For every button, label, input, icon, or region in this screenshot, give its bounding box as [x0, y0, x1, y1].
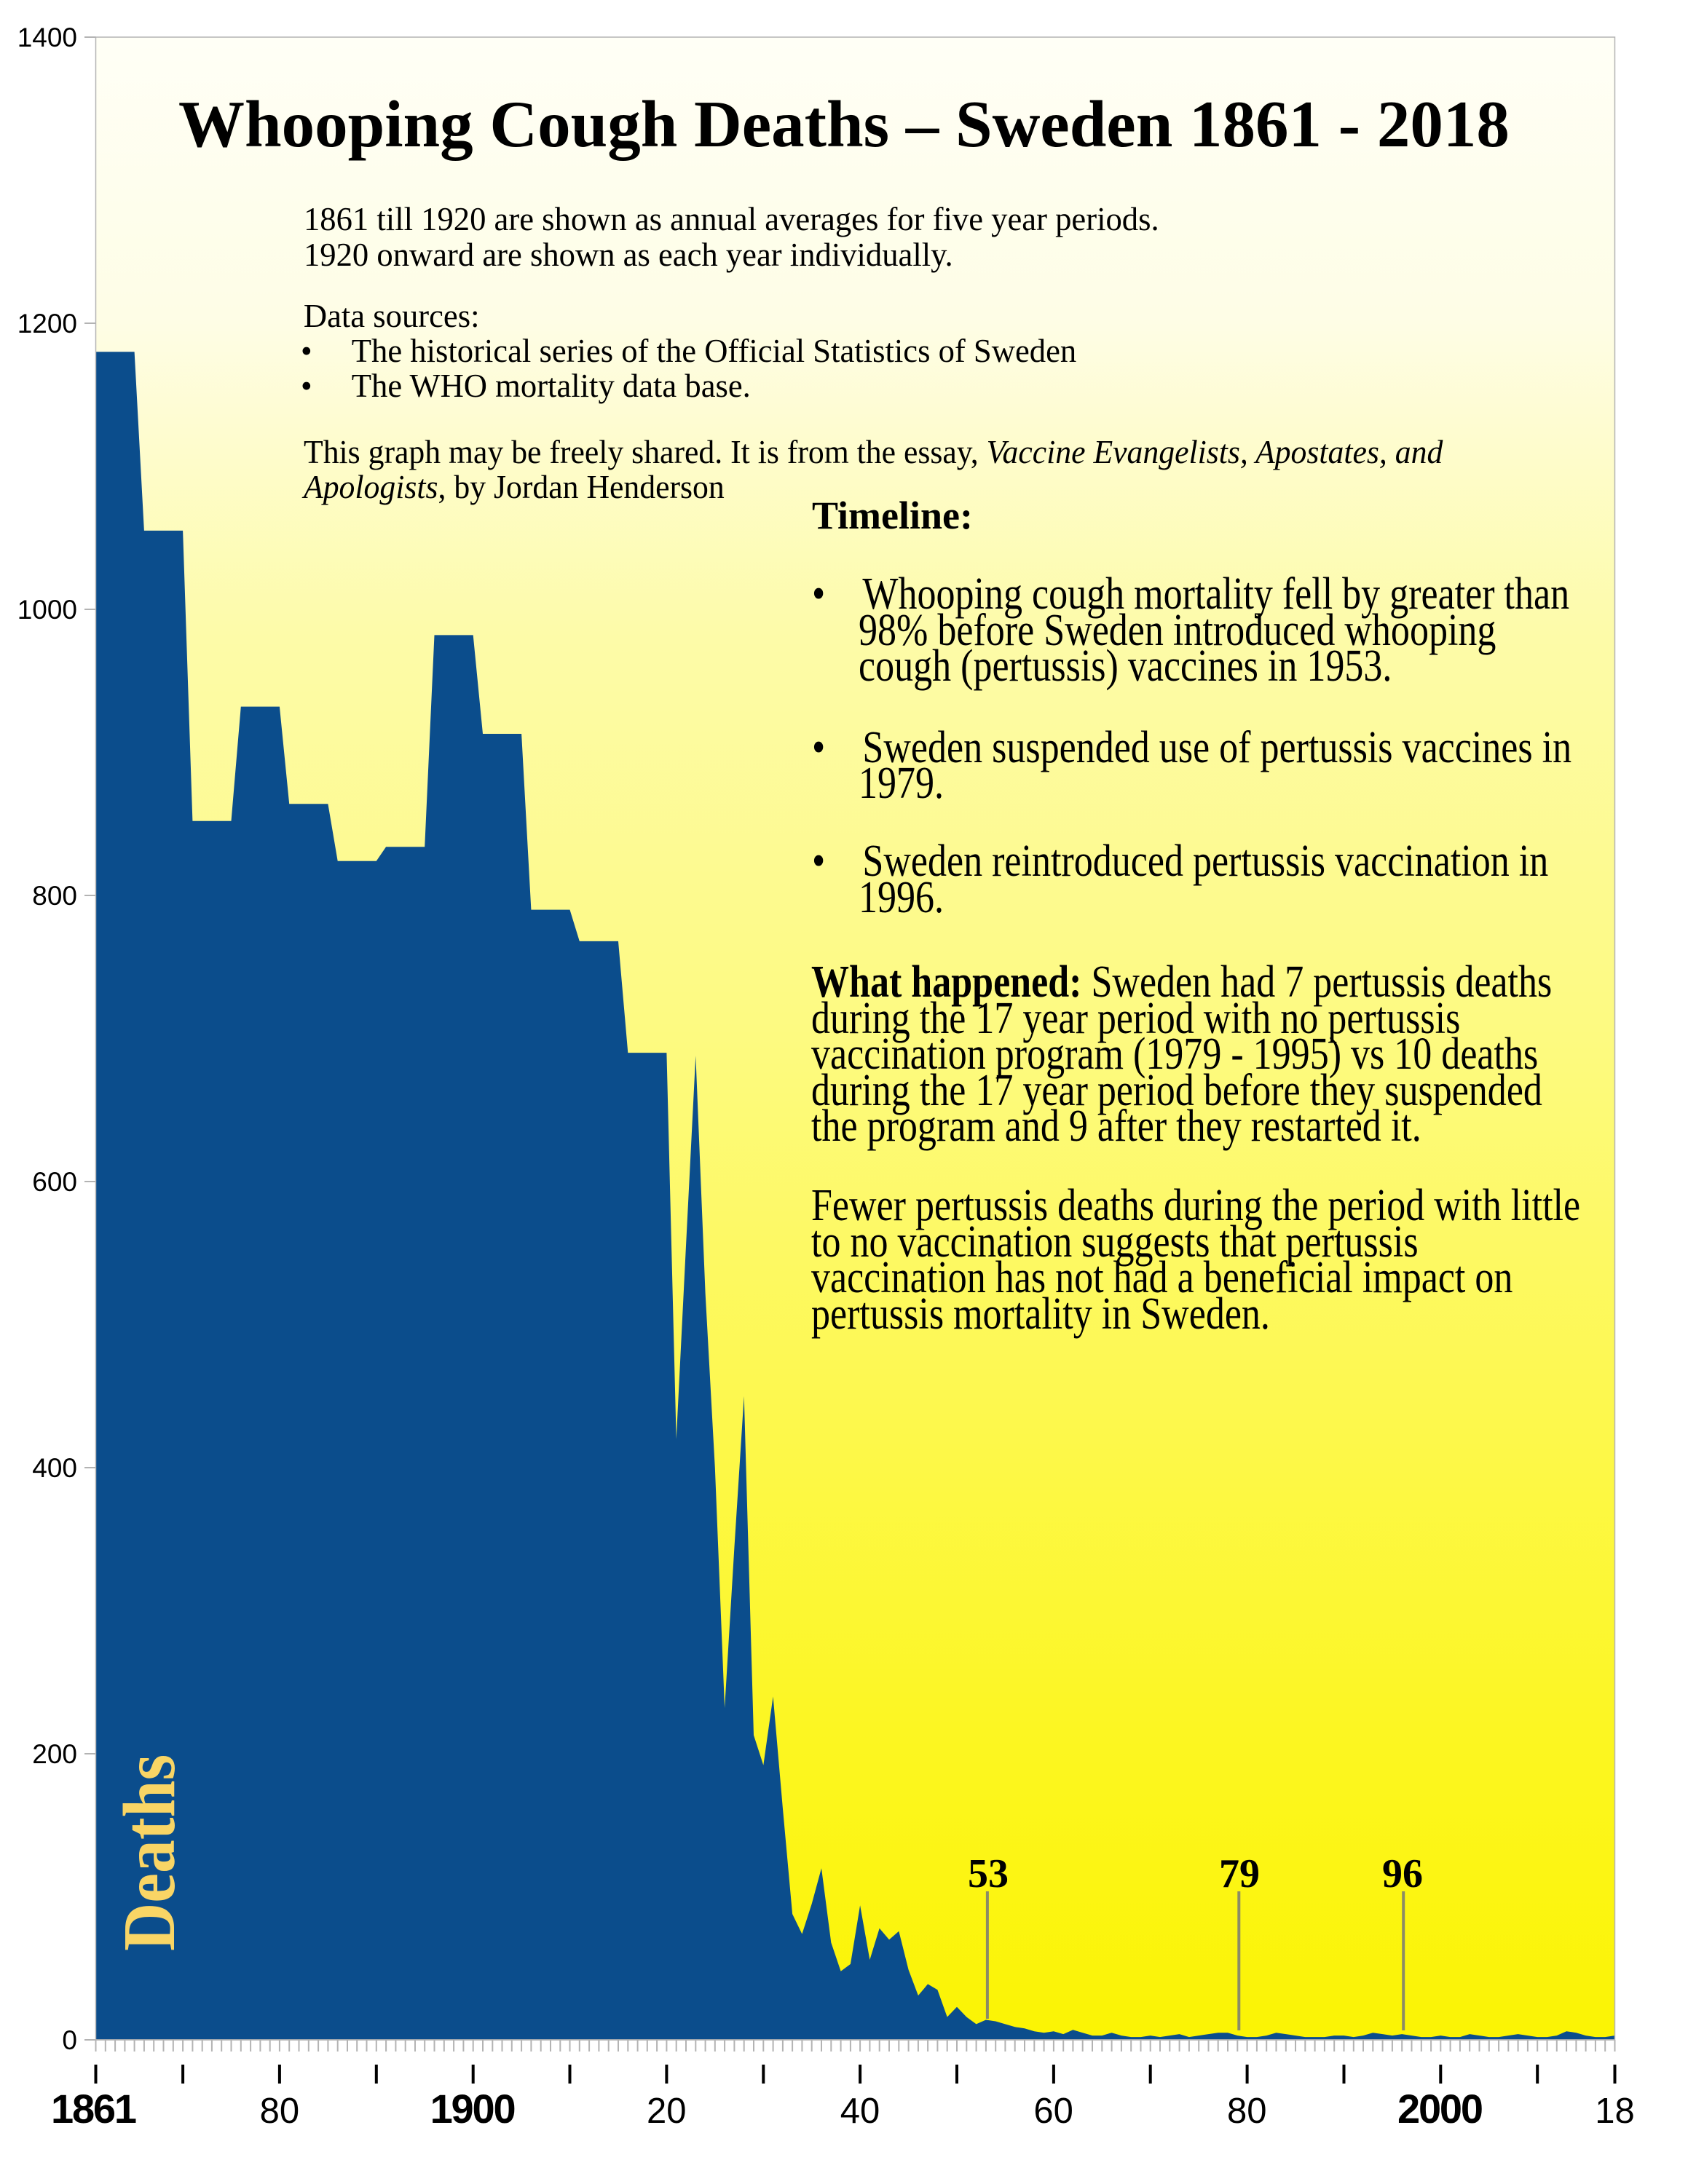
svg-text:800: 800 [32, 881, 77, 911]
svg-text:400: 400 [32, 1453, 77, 1483]
svg-text:79: 79 [1219, 1851, 1260, 1896]
svg-text:40: 40 [840, 2092, 880, 2131]
svg-text:1900: 1900 [430, 2086, 516, 2132]
svg-text:200: 200 [32, 1739, 77, 1769]
svg-text:1861: 1861 [51, 2086, 137, 2132]
svg-text:80: 80 [260, 2092, 300, 2131]
svg-text:96: 96 [1382, 1851, 1423, 1896]
svg-text:0: 0 [62, 2025, 77, 2055]
svg-text:1400: 1400 [17, 23, 77, 52]
svg-text:Deaths: Deaths [109, 1754, 190, 1951]
svg-text:20: 20 [647, 2092, 687, 2131]
svg-text:18: 18 [1595, 2092, 1635, 2131]
svg-text:1000: 1000 [17, 595, 77, 625]
svg-text:53: 53 [968, 1851, 1009, 1896]
svg-text:600: 600 [32, 1167, 77, 1197]
svg-text:2000: 2000 [1397, 2086, 1483, 2132]
svg-text:1200: 1200 [17, 309, 77, 339]
svg-text:60: 60 [1033, 2092, 1073, 2131]
svg-text:80: 80 [1227, 2092, 1267, 2131]
